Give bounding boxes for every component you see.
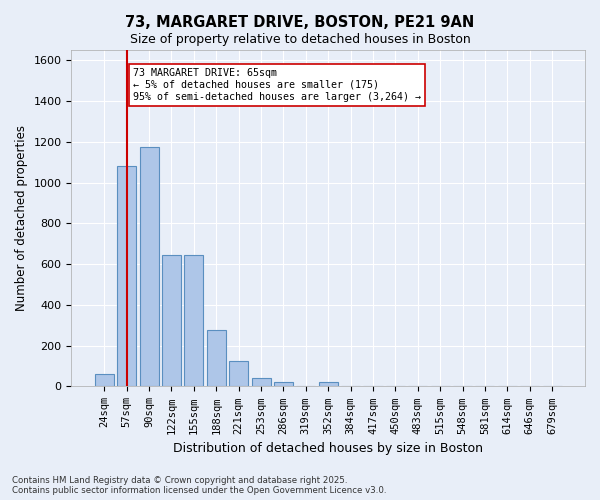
Bar	[274, 382, 293, 386]
Text: 73, MARGARET DRIVE, BOSTON, PE21 9AN: 73, MARGARET DRIVE, BOSTON, PE21 9AN	[125, 15, 475, 30]
Y-axis label: Number of detached properties: Number of detached properties	[15, 125, 28, 311]
Bar	[319, 382, 338, 386]
Bar	[184, 255, 203, 386]
X-axis label: Distribution of detached houses by size in Boston: Distribution of detached houses by size …	[173, 442, 483, 455]
Bar	[140, 147, 158, 386]
Bar	[162, 255, 181, 386]
Bar	[95, 374, 114, 386]
Bar	[207, 330, 226, 386]
Text: Size of property relative to detached houses in Boston: Size of property relative to detached ho…	[130, 32, 470, 46]
Text: Contains HM Land Registry data © Crown copyright and database right 2025.
Contai: Contains HM Land Registry data © Crown c…	[12, 476, 386, 495]
Text: 73 MARGARET DRIVE: 65sqm
← 5% of detached houses are smaller (175)
95% of semi-d: 73 MARGARET DRIVE: 65sqm ← 5% of detache…	[133, 68, 421, 102]
Bar	[229, 361, 248, 386]
Bar	[251, 378, 271, 386]
Bar	[117, 166, 136, 386]
